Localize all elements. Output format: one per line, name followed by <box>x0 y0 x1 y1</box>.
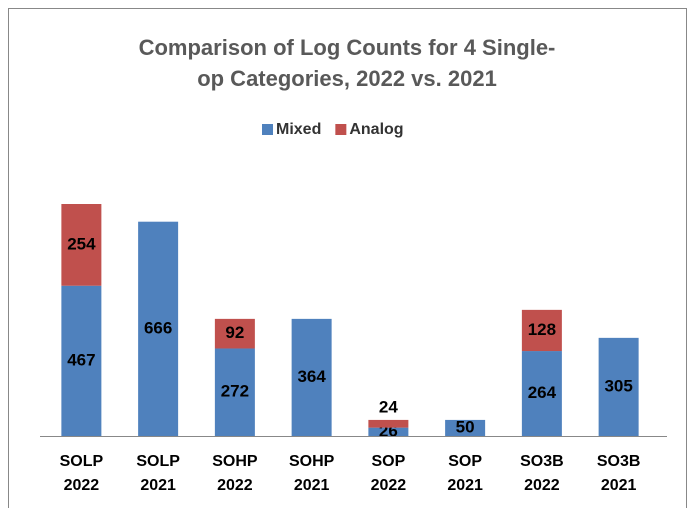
x-tick-label: SO3B 2021 <box>597 453 641 494</box>
data-label: 305 <box>604 376 632 395</box>
data-label: 272 <box>221 382 249 401</box>
x-tick-label: SOLP 2022 <box>60 453 104 494</box>
bar-segment <box>214 348 255 436</box>
x-tick-label: SOLP 2021 <box>136 453 180 494</box>
bar-segment <box>521 309 562 352</box>
bar-segment <box>368 419 409 428</box>
bar-segment <box>521 351 562 436</box>
bar-segment <box>138 221 179 436</box>
x-tick-label: SOHP 2021 <box>289 453 335 494</box>
bar-segment <box>214 318 255 349</box>
data-label: 128 <box>528 320 556 339</box>
x-tick-label: SO3B 2022 <box>520 453 564 494</box>
x-tick-label: SOP 2021 <box>447 453 483 494</box>
legend-swatch <box>335 124 347 135</box>
data-label: 467 <box>67 350 95 369</box>
x-tick-label: SOHP 2022 <box>212 453 258 494</box>
data-label: 364 <box>297 367 326 386</box>
data-label: 24 <box>379 397 398 416</box>
data-label: 50 <box>456 417 475 436</box>
data-label: 264 <box>528 383 557 402</box>
legend-label: Mixed <box>276 121 321 138</box>
data-label: 254 <box>67 234 96 253</box>
legend-label: Analog <box>349 121 403 138</box>
chart-frame <box>8 8 687 513</box>
x-tick-label: SOP 2022 <box>371 453 407 494</box>
bar-segment <box>445 419 486 436</box>
chart-title: op Categories, 2022 vs. 2021 <box>197 66 497 91</box>
bar-segment <box>368 427 409 436</box>
bar-segment <box>61 285 102 436</box>
bar-segment <box>61 204 102 286</box>
data-label: 666 <box>144 318 172 337</box>
bar-segment <box>291 318 332 436</box>
bar-segment <box>598 337 639 436</box>
data-label: 92 <box>225 323 244 342</box>
legend-swatch <box>262 124 273 135</box>
chart-title: Comparison of Log Counts for 4 Single- <box>139 35 556 60</box>
